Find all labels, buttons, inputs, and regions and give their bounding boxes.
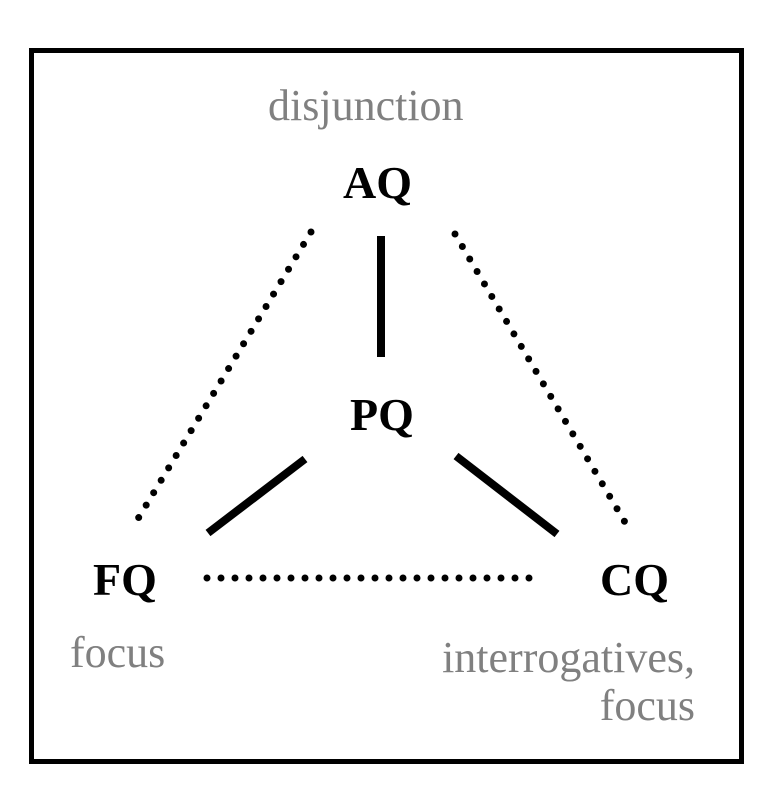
note-disjunction: disjunction: [268, 81, 464, 130]
note-interrogatives-line2: focus: [599, 681, 695, 731]
node-fq: FQ: [93, 554, 157, 605]
diagram-frame: [29, 48, 744, 764]
edge-aq-cq: [451, 230, 630, 528]
edge-pq-fq: [205, 455, 308, 537]
note-focus-fq: focus: [70, 628, 166, 677]
edge-pq-cq: [453, 452, 560, 538]
edge-aq-fq: [132, 228, 315, 526]
note-interrogatives-line1: interrogatives,: [442, 633, 695, 682]
node-pq: PQ: [350, 389, 414, 440]
node-cq: CQ: [600, 554, 669, 605]
note-interrogatives-focus-cq: interrogatives, focus: [410, 633, 695, 731]
node-aq: AQ: [343, 157, 412, 208]
